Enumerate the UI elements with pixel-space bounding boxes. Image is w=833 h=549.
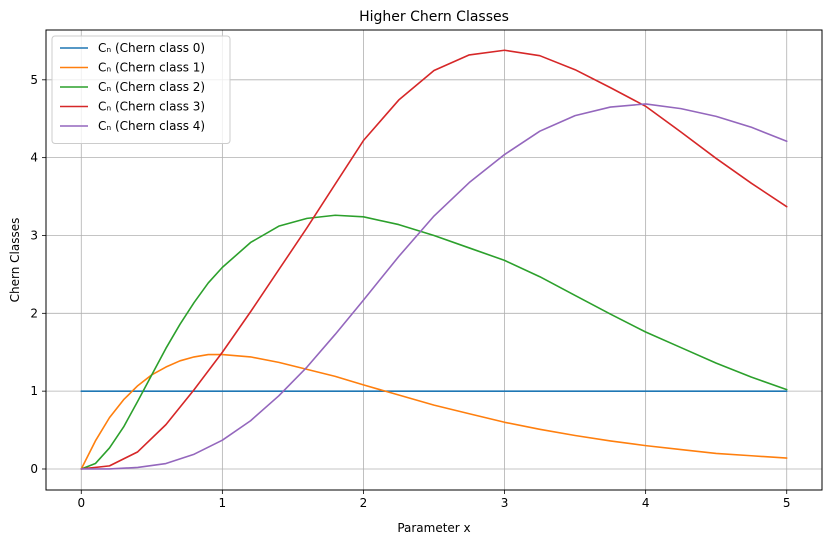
x-tick-label: 1 (219, 496, 227, 510)
tick-layer: 0 1 2 3 4 5 0 1 2 3 4 5 (30, 73, 790, 510)
y-tick-label: 4 (30, 151, 38, 165)
y-tick-label: 3 (30, 228, 38, 242)
x-tick-label: 3 (501, 496, 509, 510)
series-line-chern-class-4 (80, 103, 788, 470)
y-axis-label: Chern Classes (8, 218, 22, 303)
legend: Cₙ (Chern class 0) Cₙ (Chern class 1) Cₙ (… (51, 35, 231, 144)
series-line-chern-class-3 (80, 49, 788, 470)
legend-label: Cₙ (Chern class 0) (98, 41, 205, 55)
y-tick-label: 2 (30, 306, 38, 320)
series-line-chern-class-2 (80, 214, 788, 470)
legend-label: Cₙ (Chern class 1) (98, 61, 205, 75)
legend-label: Cₙ (Chern class 4) (98, 119, 205, 133)
chart-title: Higher Chern Classes (359, 9, 509, 25)
x-tick-label: 2 (360, 496, 368, 510)
y-tick-label: 5 (30, 73, 38, 87)
plot-frame (45, 29, 823, 491)
x-tick-label: 0 (77, 496, 85, 510)
x-tick-label: 5 (783, 496, 791, 510)
y-tick-label: 0 (30, 462, 38, 476)
series-line-chern-class-1 (80, 353, 788, 470)
x-tick-label: 4 (642, 496, 650, 510)
y-tick-label: 1 (30, 384, 38, 398)
legend-label: Cₙ (Chern class 3) (98, 100, 205, 114)
x-axis-label: Parameter x (397, 521, 470, 535)
series-layer (80, 49, 788, 470)
legend-box (51, 35, 231, 144)
legend-label: Cₙ (Chern class 2) (98, 80, 205, 94)
